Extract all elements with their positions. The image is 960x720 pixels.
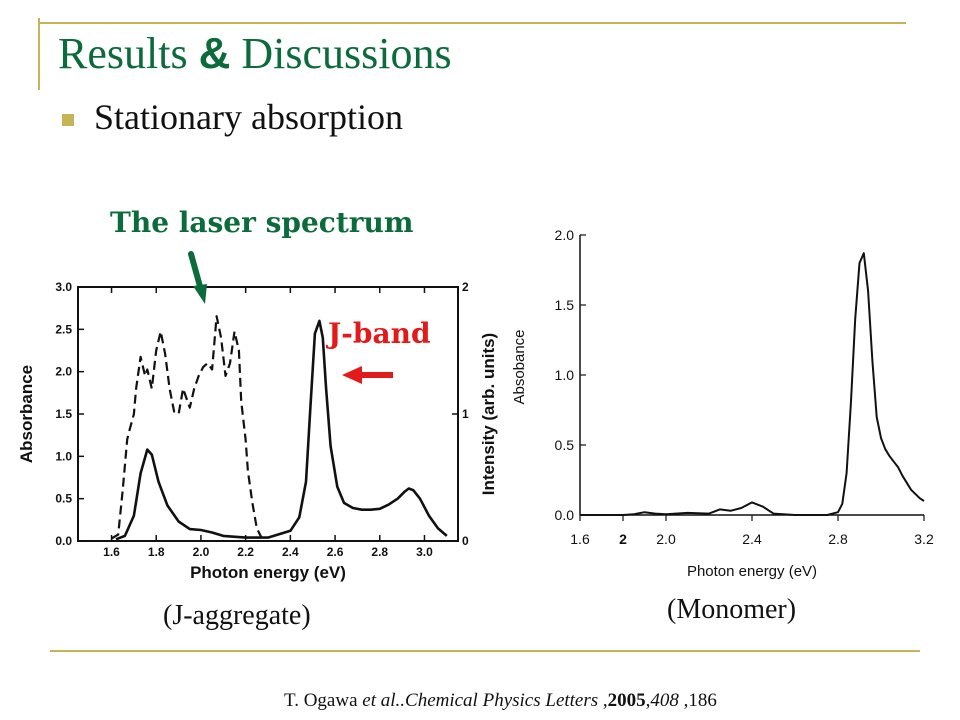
laser-spectrum-annotation: The laser spectrum bbox=[110, 206, 414, 239]
left-y-tick-label: 3.0 bbox=[55, 280, 72, 294]
right-y-axis-label: Absobance bbox=[511, 329, 528, 404]
right-x-tick-label: 2 bbox=[619, 531, 627, 547]
right-x-tick-label: 2.4 bbox=[742, 531, 762, 547]
left-x-tick-label: 2.6 bbox=[327, 545, 344, 559]
citation-sep-1: , bbox=[598, 690, 608, 711]
citation-year: 2005 bbox=[607, 690, 646, 711]
left-y-tick-label: 2.5 bbox=[55, 322, 72, 336]
bullet-square-icon bbox=[62, 114, 74, 126]
green-arrow-icon bbox=[188, 251, 207, 304]
citation-page: 186 bbox=[688, 690, 717, 711]
title-post: Discussions bbox=[230, 29, 452, 78]
left-x-tick-label: 2.4 bbox=[282, 545, 299, 559]
left-x-tick-label: 3.0 bbox=[416, 545, 433, 559]
left-y-tick-label: 0.5 bbox=[55, 492, 72, 506]
monomer-absorbance-line bbox=[580, 252, 925, 516]
left-x-tick-label: 2.0 bbox=[193, 545, 210, 559]
citation-sep-3: , bbox=[678, 690, 689, 711]
right-x-tick-label: 1.6 bbox=[570, 531, 590, 547]
right-y-tick-label: 1.0 bbox=[555, 367, 575, 383]
right-y-tick-label: 0.0 bbox=[555, 507, 575, 523]
right-x-tick-label: 2.8 bbox=[828, 531, 848, 547]
right-y-tick-label: 1.5 bbox=[555, 297, 575, 313]
right-y-tick-label: 0.5 bbox=[555, 437, 575, 453]
j-aggregate-caption: (J-aggregate) bbox=[163, 600, 311, 631]
title-frame-horizontal bbox=[38, 22, 906, 24]
left-y2-axis-label: Intensity (arb. units) bbox=[479, 333, 498, 495]
title-ampersand: & bbox=[198, 29, 231, 78]
title-pre: Results bbox=[58, 29, 199, 78]
citation-author: T. Ogawa bbox=[284, 690, 363, 711]
bullet-stationary-absorption: Stationary absorption bbox=[94, 97, 403, 137]
left-y-axis-label: Absorbance bbox=[17, 365, 36, 463]
j-band-annotation: J-band bbox=[328, 317, 431, 350]
left-x-tick-label: 1.6 bbox=[103, 545, 120, 559]
citation-sep-2: , bbox=[645, 690, 651, 711]
monomer-caption: (Monomer) bbox=[667, 594, 797, 625]
left-x-tick-label: 2.2 bbox=[237, 545, 254, 559]
left-y-tick-label: 2.0 bbox=[55, 365, 72, 379]
left-y-tick-label: 1.0 bbox=[55, 449, 72, 463]
left-x-tick-label: 2.8 bbox=[371, 545, 388, 559]
right-x-axis-label: Photon energy (eV) bbox=[687, 563, 817, 580]
right-x-tick-label: 3.2 bbox=[914, 531, 934, 547]
left-x-axis-label: Photon energy (eV) bbox=[190, 563, 346, 582]
citation-volume: 408 bbox=[650, 690, 679, 711]
left-y2-tick-label: 1 bbox=[462, 407, 469, 421]
title-frame-vertical bbox=[38, 18, 40, 90]
left-x-tick-label: 1.8 bbox=[148, 545, 165, 559]
citation: T. Ogawa et al..Chemical Physics Letters… bbox=[284, 690, 717, 712]
right-x-tick-label: 2.0 bbox=[656, 531, 676, 547]
laser-spectrum-line bbox=[110, 315, 263, 540]
red-arrow-icon bbox=[342, 366, 393, 384]
right-y-tick-label: 2.0 bbox=[555, 227, 575, 243]
left-y2-tick-label: 2 bbox=[462, 280, 469, 294]
left-y-tick-label: 1.5 bbox=[55, 407, 72, 421]
citation-journal: .Chemical Physics Letters bbox=[400, 690, 599, 711]
bottom-divider bbox=[50, 650, 920, 652]
left-y2-tick-label: 0 bbox=[462, 534, 469, 548]
citation-etal: et al. bbox=[362, 690, 401, 711]
j-aggregate-absorbance-line bbox=[115, 319, 448, 541]
slide-title: Results & Discussions bbox=[58, 28, 452, 79]
left-y-tick-label: 0.0 bbox=[55, 534, 72, 548]
